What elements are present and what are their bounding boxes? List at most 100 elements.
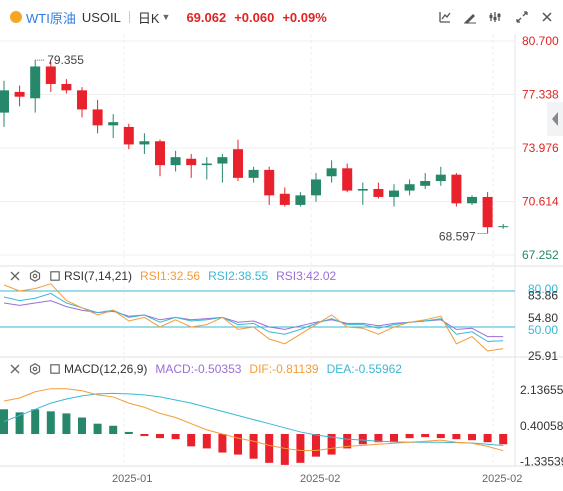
candle-body xyxy=(389,190,399,197)
macd-axis-label: 2.13655 xyxy=(520,383,563,397)
candle-body xyxy=(30,66,41,99)
candle-body xyxy=(201,163,212,166)
macd-histogram-bar xyxy=(296,434,305,463)
rsi1-line xyxy=(3,283,504,352)
macd-histogram-bar xyxy=(46,411,55,434)
macd-histogram-bar xyxy=(483,434,492,443)
macd-histogram-bar xyxy=(343,434,352,449)
indicator-icon[interactable] xyxy=(436,8,454,26)
chart-header: WTI原油 USOIL 日K ▼ 69.062 +0.060 +0.09% xyxy=(0,0,563,34)
caret-down-icon[interactable]: ▼ xyxy=(161,12,171,22)
candle-body xyxy=(248,169,259,178)
rsi2-line xyxy=(3,292,504,342)
dif-value: DIF:-0.81139 xyxy=(249,362,319,376)
candle-body xyxy=(295,195,306,205)
rsi-settings-icon[interactable] xyxy=(28,269,42,283)
time-axis-label: 2025-01 xyxy=(112,473,152,485)
candle-body xyxy=(311,179,321,196)
header-divider xyxy=(128,11,130,23)
candle-body xyxy=(467,196,477,204)
last-price: 69.062 xyxy=(186,9,227,25)
macd-histogram-bar xyxy=(249,434,258,459)
candle-body xyxy=(217,157,228,164)
candle-body xyxy=(373,188,384,197)
candle-body xyxy=(357,188,368,191)
candle-body xyxy=(435,174,446,182)
candle-body xyxy=(155,141,165,166)
macd-histogram-bar xyxy=(405,434,414,439)
rsi-toggle-icon[interactable] xyxy=(48,269,62,283)
macd-indicator-bar: MACD(12,26,9) MACD:-0.50353 DIF:-0.81139… xyxy=(8,361,410,377)
symbol-logo-icon xyxy=(10,11,22,23)
rsi-axis-label: 54.80 xyxy=(528,311,558,325)
candle-body xyxy=(279,193,290,205)
price-axis-label: 77.338 xyxy=(522,88,559,102)
candle-body xyxy=(451,174,462,204)
time-axis-label: 2025-02 xyxy=(482,473,522,485)
candle-body xyxy=(404,184,415,191)
macd-histogram-bar xyxy=(78,417,86,434)
macd-histogram-bar xyxy=(390,434,398,443)
price-change: +0.060 xyxy=(234,9,275,25)
candle-body xyxy=(498,226,509,228)
settings-icon[interactable] xyxy=(486,8,504,26)
close-icon[interactable] xyxy=(538,8,556,26)
dif-line xyxy=(3,388,504,452)
close-rsi-icon[interactable] xyxy=(8,269,22,283)
macd-histogram-bar xyxy=(140,434,149,437)
rsi-axis-label: 83.86 xyxy=(528,288,558,302)
macd-histogram-bar xyxy=(93,423,102,434)
fullscreen-icon[interactable] xyxy=(513,8,531,26)
price-axis-label: 67.252 xyxy=(522,248,559,262)
rsi-axis-label: 50.00 xyxy=(528,323,558,337)
macd-toggle-icon[interactable] xyxy=(48,362,62,376)
macd-histogram-bar xyxy=(265,434,274,463)
rsi-axis-label: 80.00 xyxy=(528,282,558,296)
candle-body xyxy=(233,149,243,178)
macd-histogram-bar xyxy=(156,434,164,439)
macd-histogram-bar xyxy=(234,434,242,455)
candle-body xyxy=(14,91,25,97)
candle-body xyxy=(45,66,56,84)
low-annotation: 68.597 xyxy=(439,230,476,244)
candle-body xyxy=(482,196,493,228)
macd-axis-label: 0.40058 xyxy=(520,419,563,433)
candle-body xyxy=(61,83,72,91)
macd-settings-icon[interactable] xyxy=(28,362,42,376)
macd-histogram-bar xyxy=(312,434,320,457)
draw-icon[interactable] xyxy=(461,8,479,26)
candle-body xyxy=(186,158,197,166)
price-axis-label: 70.614 xyxy=(522,195,559,209)
high-annotation: 79.355 xyxy=(47,53,84,67)
candle-body xyxy=(0,90,9,113)
macd-histogram-bar xyxy=(358,434,367,445)
candle-body xyxy=(92,109,103,126)
candle-body xyxy=(170,157,181,166)
close-macd-icon[interactable] xyxy=(8,362,22,376)
price-axis-label: 73.976 xyxy=(522,141,559,155)
symbol-code: USOIL xyxy=(81,9,121,25)
macd-histogram-bar xyxy=(202,434,211,449)
rsi3-value: RSI3:42.02 xyxy=(276,269,337,283)
candle-body xyxy=(139,141,150,145)
candle-body xyxy=(108,122,119,126)
macd-axis-label: -1.33539 xyxy=(520,455,563,469)
time-axis-label: 2025-02 xyxy=(300,473,340,485)
macd-histogram-bar xyxy=(421,434,430,438)
rsi2-value: RSI2:38.55 xyxy=(208,269,269,283)
period-selector[interactable]: 日K xyxy=(137,10,160,26)
dea-line xyxy=(3,392,504,447)
macd-histogram-bar xyxy=(124,431,133,434)
macd-name: MACD(12,26,9) xyxy=(64,362,148,376)
rsi-name: RSI(7,14,21) xyxy=(64,269,133,283)
candle-body xyxy=(342,168,353,191)
price-change-pct: +0.09% xyxy=(282,9,327,25)
rsi-indicator-bar: RSI(7,14,21) RSI1:32.56 RSI2:38.55 RSI3:… xyxy=(8,268,344,284)
rsi1-value: RSI1:32.56 xyxy=(140,269,201,283)
symbol-name[interactable]: WTI原油 xyxy=(26,10,76,26)
macd-value: MACD:-0.50353 xyxy=(155,362,242,376)
macd-histogram-bar xyxy=(62,413,71,434)
macd-histogram-bar xyxy=(109,425,118,434)
collapse-panel-icon[interactable] xyxy=(547,102,563,136)
